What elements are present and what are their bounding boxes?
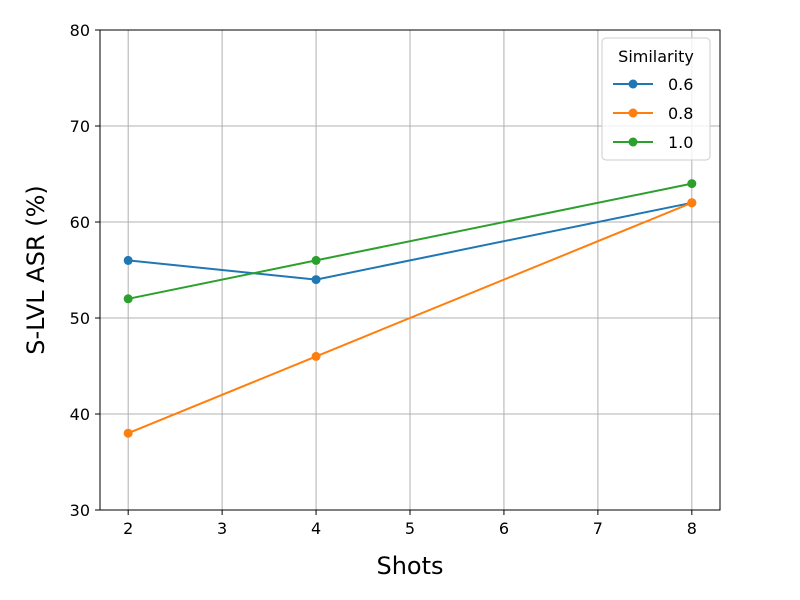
x-tick-label: 2 [123, 519, 133, 538]
data-point-0.8 [123, 428, 133, 438]
tick-layer: 2 3 4 5 6 7 8 30 40 50 60 70 80 [70, 21, 697, 538]
x-axis-label: Shots [376, 552, 443, 580]
x-tick-label: 6 [499, 519, 509, 538]
data-point-1.0 [123, 294, 133, 304]
y-axis-label: S-LVL ASR (%) [22, 185, 50, 355]
legend-label-0.6: 0.6 [668, 75, 693, 94]
y-tick-label: 50 [70, 309, 90, 328]
x-tick-label: 4 [311, 519, 321, 538]
x-tick-label: 5 [405, 519, 415, 538]
series-layer [123, 179, 697, 438]
data-point-1.0 [311, 255, 321, 265]
y-tick-label: 80 [70, 21, 90, 40]
legend: Similarity 0.6 0.8 1.0 [601, 37, 711, 161]
y-tick-label: 30 [70, 501, 90, 520]
y-tick-label: 60 [70, 213, 90, 232]
y-tick-label: 40 [70, 405, 90, 424]
x-tick-label: 8 [687, 519, 697, 538]
data-point-0.8 [687, 198, 697, 208]
legend-box [601, 37, 711, 161]
y-tick-label: 70 [70, 117, 90, 136]
legend-marker-1.0 [628, 137, 638, 147]
legend-marker-0.6 [628, 79, 638, 89]
data-point-0.8 [311, 351, 321, 361]
legend-entries: 0.6 0.8 1.0 [613, 75, 693, 152]
data-point-1.0 [687, 179, 697, 189]
legend-label-0.8: 0.8 [668, 104, 693, 123]
data-point-0.6 [123, 255, 133, 265]
legend-marker-0.8 [628, 108, 638, 118]
legend-title: Similarity [618, 47, 694, 66]
x-tick-label: 3 [217, 519, 227, 538]
x-tick-label: 7 [593, 519, 603, 538]
data-point-0.6 [311, 275, 321, 285]
legend-label-1.0: 1.0 [668, 133, 693, 152]
